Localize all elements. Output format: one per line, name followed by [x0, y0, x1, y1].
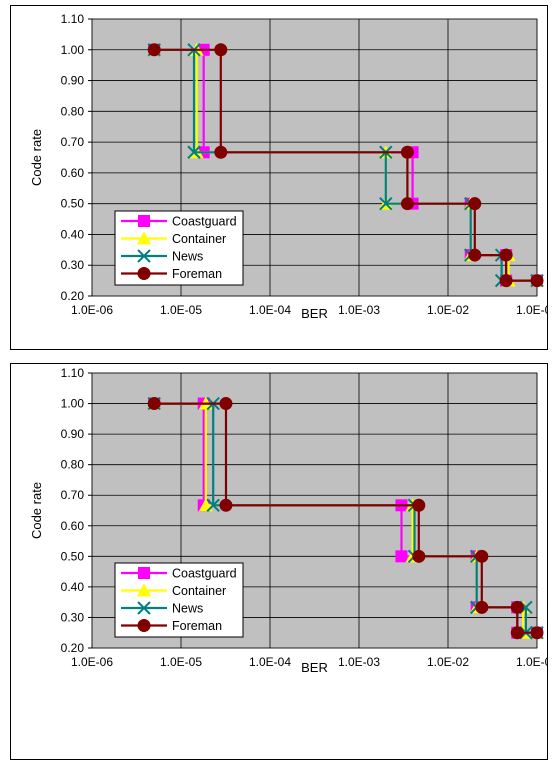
y-tick-label: 0.30 [61, 258, 85, 272]
code-rate-vs-ber-chart-bottom: 0.20 0.30 0.40 0.50 0.60 0.70 0.80 0.90 1.00 1.10… [29, 366, 547, 675]
data-point-news-stroke [206, 498, 220, 513]
x-tick-label: 1.0E-01 [516, 303, 547, 317]
x-tick-label: 1.0E-02 [427, 655, 469, 669]
y-axis-label: Code rate [29, 482, 44, 539]
y-tick-label: 0.20 [61, 641, 85, 655]
x-tick-label: 1.0E-03 [338, 655, 380, 669]
y-tick-label: 0.40 [61, 227, 85, 241]
legend-marker-container [137, 231, 151, 245]
legend-label-news: News [172, 250, 203, 264]
y-tick-label: 1.00 [61, 397, 85, 411]
data-point-foreman [412, 498, 426, 512]
legend-label-coastguard: Coastguard [172, 567, 237, 581]
legend-label-news: News [172, 602, 203, 616]
data-point-foreman [530, 626, 544, 640]
series-line-foreman [154, 48, 537, 282]
legend-label-container: Container [172, 584, 226, 598]
legend-marker-coastguard [138, 567, 150, 579]
data-point-news [379, 196, 393, 211]
x-tick-label: 1.0E-05 [160, 303, 202, 317]
data-point-foreman [499, 274, 513, 288]
legend-label-foreman: Foreman [172, 619, 222, 633]
data-point-foreman [530, 274, 544, 288]
data-point-foreman [475, 549, 489, 563]
legend-marker-foreman [137, 619, 151, 632]
y-tick-label: 0.70 [61, 488, 85, 502]
data-point-coastguard [395, 550, 408, 563]
legend-label-foreman: Foreman [172, 267, 222, 281]
data-point-foreman [475, 600, 489, 614]
series-line-foreman [154, 402, 537, 634]
data-point-foreman [214, 145, 228, 159]
x-tick-label: 1.0E-01 [516, 655, 547, 669]
x-tick-label: 1.0E-05 [160, 655, 202, 669]
data-point-foreman [400, 197, 414, 211]
data-point-foreman [400, 145, 414, 159]
legend-marker-container [137, 583, 151, 597]
legend-marker-foreman [137, 267, 151, 280]
data-point-news-stroke [187, 145, 201, 159]
data-point-news-stroke [379, 196, 393, 211]
y-tick-label: 0.60 [61, 166, 85, 180]
x-tick-label: 1.0E-03 [338, 303, 380, 317]
y-tick-label: 0.90 [61, 74, 85, 88]
data-point-foreman [468, 197, 482, 211]
legend-marker-news [137, 249, 151, 263]
data-point-news [187, 145, 201, 159]
legend-marker-news [137, 601, 151, 615]
legend-marker-coastguard [138, 215, 150, 227]
data-point-foreman [499, 248, 513, 262]
data-point-foreman [147, 43, 161, 57]
y-tick-label: 0.90 [61, 427, 85, 441]
y-axis-label: Code rate [29, 129, 44, 186]
data-point-foreman [219, 397, 233, 411]
y-tick-label: 0.80 [61, 104, 85, 118]
x-tick-label: 1.0E-02 [427, 303, 469, 317]
y-tick-label: 0.40 [61, 580, 85, 594]
y-tick-label: 0.60 [61, 519, 85, 533]
data-point-foreman [468, 248, 482, 262]
y-tick-label: 0.20 [61, 289, 85, 303]
y-tick-label: 0.30 [61, 610, 85, 624]
legend-marker-news-stroke [137, 249, 151, 263]
y-tick-label: 1.10 [61, 12, 85, 26]
y-tick-label: 0.80 [61, 458, 85, 472]
legend-label-coastguard: Coastguard [172, 215, 237, 229]
chart-panel-bottom: 0.20 0.30 0.40 0.50 0.60 0.70 0.80 0.90 1.00 1.10… [10, 363, 548, 760]
y-tick-label: 1.10 [61, 366, 85, 380]
x-tick-label: 1.0E-04 [249, 303, 291, 317]
data-point-foreman [147, 397, 161, 411]
x-tick-label: 1.0E-06 [71, 655, 113, 669]
legend: Coastguard Container News Foreman [114, 562, 244, 638]
data-point-foreman [510, 600, 524, 614]
data-point-news [206, 498, 220, 513]
legend-label-container: Container [172, 232, 226, 246]
y-tick-label: 0.70 [61, 135, 85, 149]
y-tick-label: 1.00 [61, 43, 85, 57]
x-tick-label: 1.0E-06 [71, 303, 113, 317]
data-point-foreman [214, 43, 228, 57]
data-point-foreman [510, 626, 524, 640]
data-point-foreman [219, 498, 233, 512]
x-tick-label: 1.0E-04 [249, 655, 291, 669]
data-point-foreman [412, 549, 426, 563]
y-tick-label: 0.50 [61, 549, 85, 563]
chart-panel-top: 0.20 0.30 0.40 0.50 0.60 0.70 0.80 0.90 1.00 1.10… [10, 5, 548, 350]
legend-marker-news-stroke [137, 601, 151, 615]
x-axis-label: BER [301, 660, 328, 675]
x-axis-label: BER [301, 306, 328, 321]
code-rate-vs-ber-chart-top: 0.20 0.30 0.40 0.50 0.60 0.70 0.80 0.90 1.00 1.10… [29, 12, 547, 321]
y-tick-label: 0.50 [61, 197, 85, 211]
legend: Coastguard Container News Foreman [114, 210, 244, 286]
